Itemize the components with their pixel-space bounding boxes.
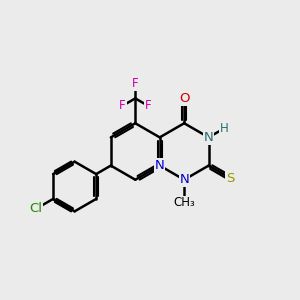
Text: CH₃: CH₃ (173, 196, 195, 209)
Text: N: N (204, 131, 214, 144)
Text: O: O (179, 92, 189, 105)
Text: Cl: Cl (29, 202, 43, 215)
Text: N: N (155, 159, 165, 172)
Text: N: N (179, 173, 189, 186)
Text: F: F (119, 99, 126, 112)
Text: H: H (220, 122, 229, 135)
Text: F: F (132, 77, 139, 90)
Text: F: F (145, 99, 151, 112)
Text: S: S (226, 172, 234, 184)
